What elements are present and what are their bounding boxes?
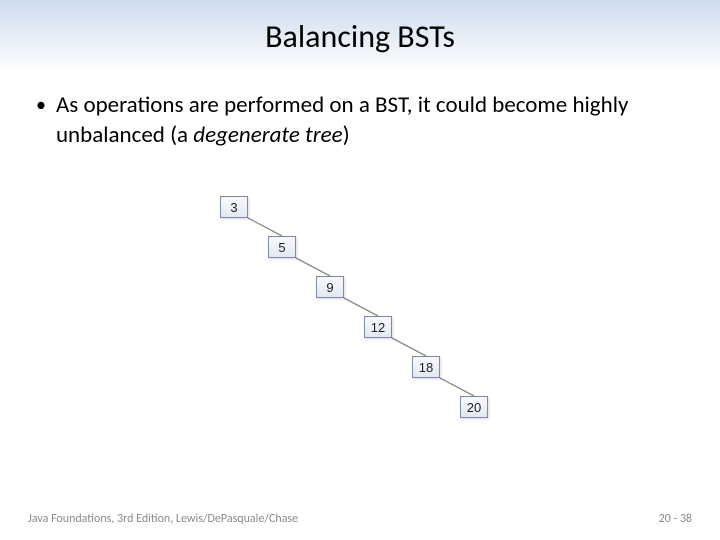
degenerate-tree-diagram: 359 12 18 20 xyxy=(0,192,720,452)
slide-title: Balancing BSTs xyxy=(265,17,455,56)
bullet-suffix: ) xyxy=(343,121,350,149)
footer-right: 20 - 38 xyxy=(659,512,692,526)
body-area: • As operations are performed on a BST, … xyxy=(0,72,720,150)
tree-node: 9 xyxy=(316,276,344,298)
title-band: Balancing BSTs xyxy=(0,0,720,72)
footer: Java Foundations, 3rd Edition, Lewis/DeP… xyxy=(0,512,720,526)
bullet-text: As operations are performed on a BST, it… xyxy=(56,90,684,150)
bullet-row: • As operations are performed on a BST, … xyxy=(36,90,684,150)
tree-node: 5 xyxy=(268,236,296,258)
tree-edges xyxy=(0,192,720,452)
tree-node: 3 xyxy=(220,196,248,218)
tree-node: 12 xyxy=(364,316,392,338)
tree-node: 18 xyxy=(412,356,440,378)
bullet-dot: • xyxy=(36,90,46,120)
footer-left: Java Foundations, 3rd Edition, Lewis/DeP… xyxy=(28,512,298,526)
bullet-italic: degenerate tree xyxy=(193,121,342,149)
tree-node: 20 xyxy=(460,396,488,418)
